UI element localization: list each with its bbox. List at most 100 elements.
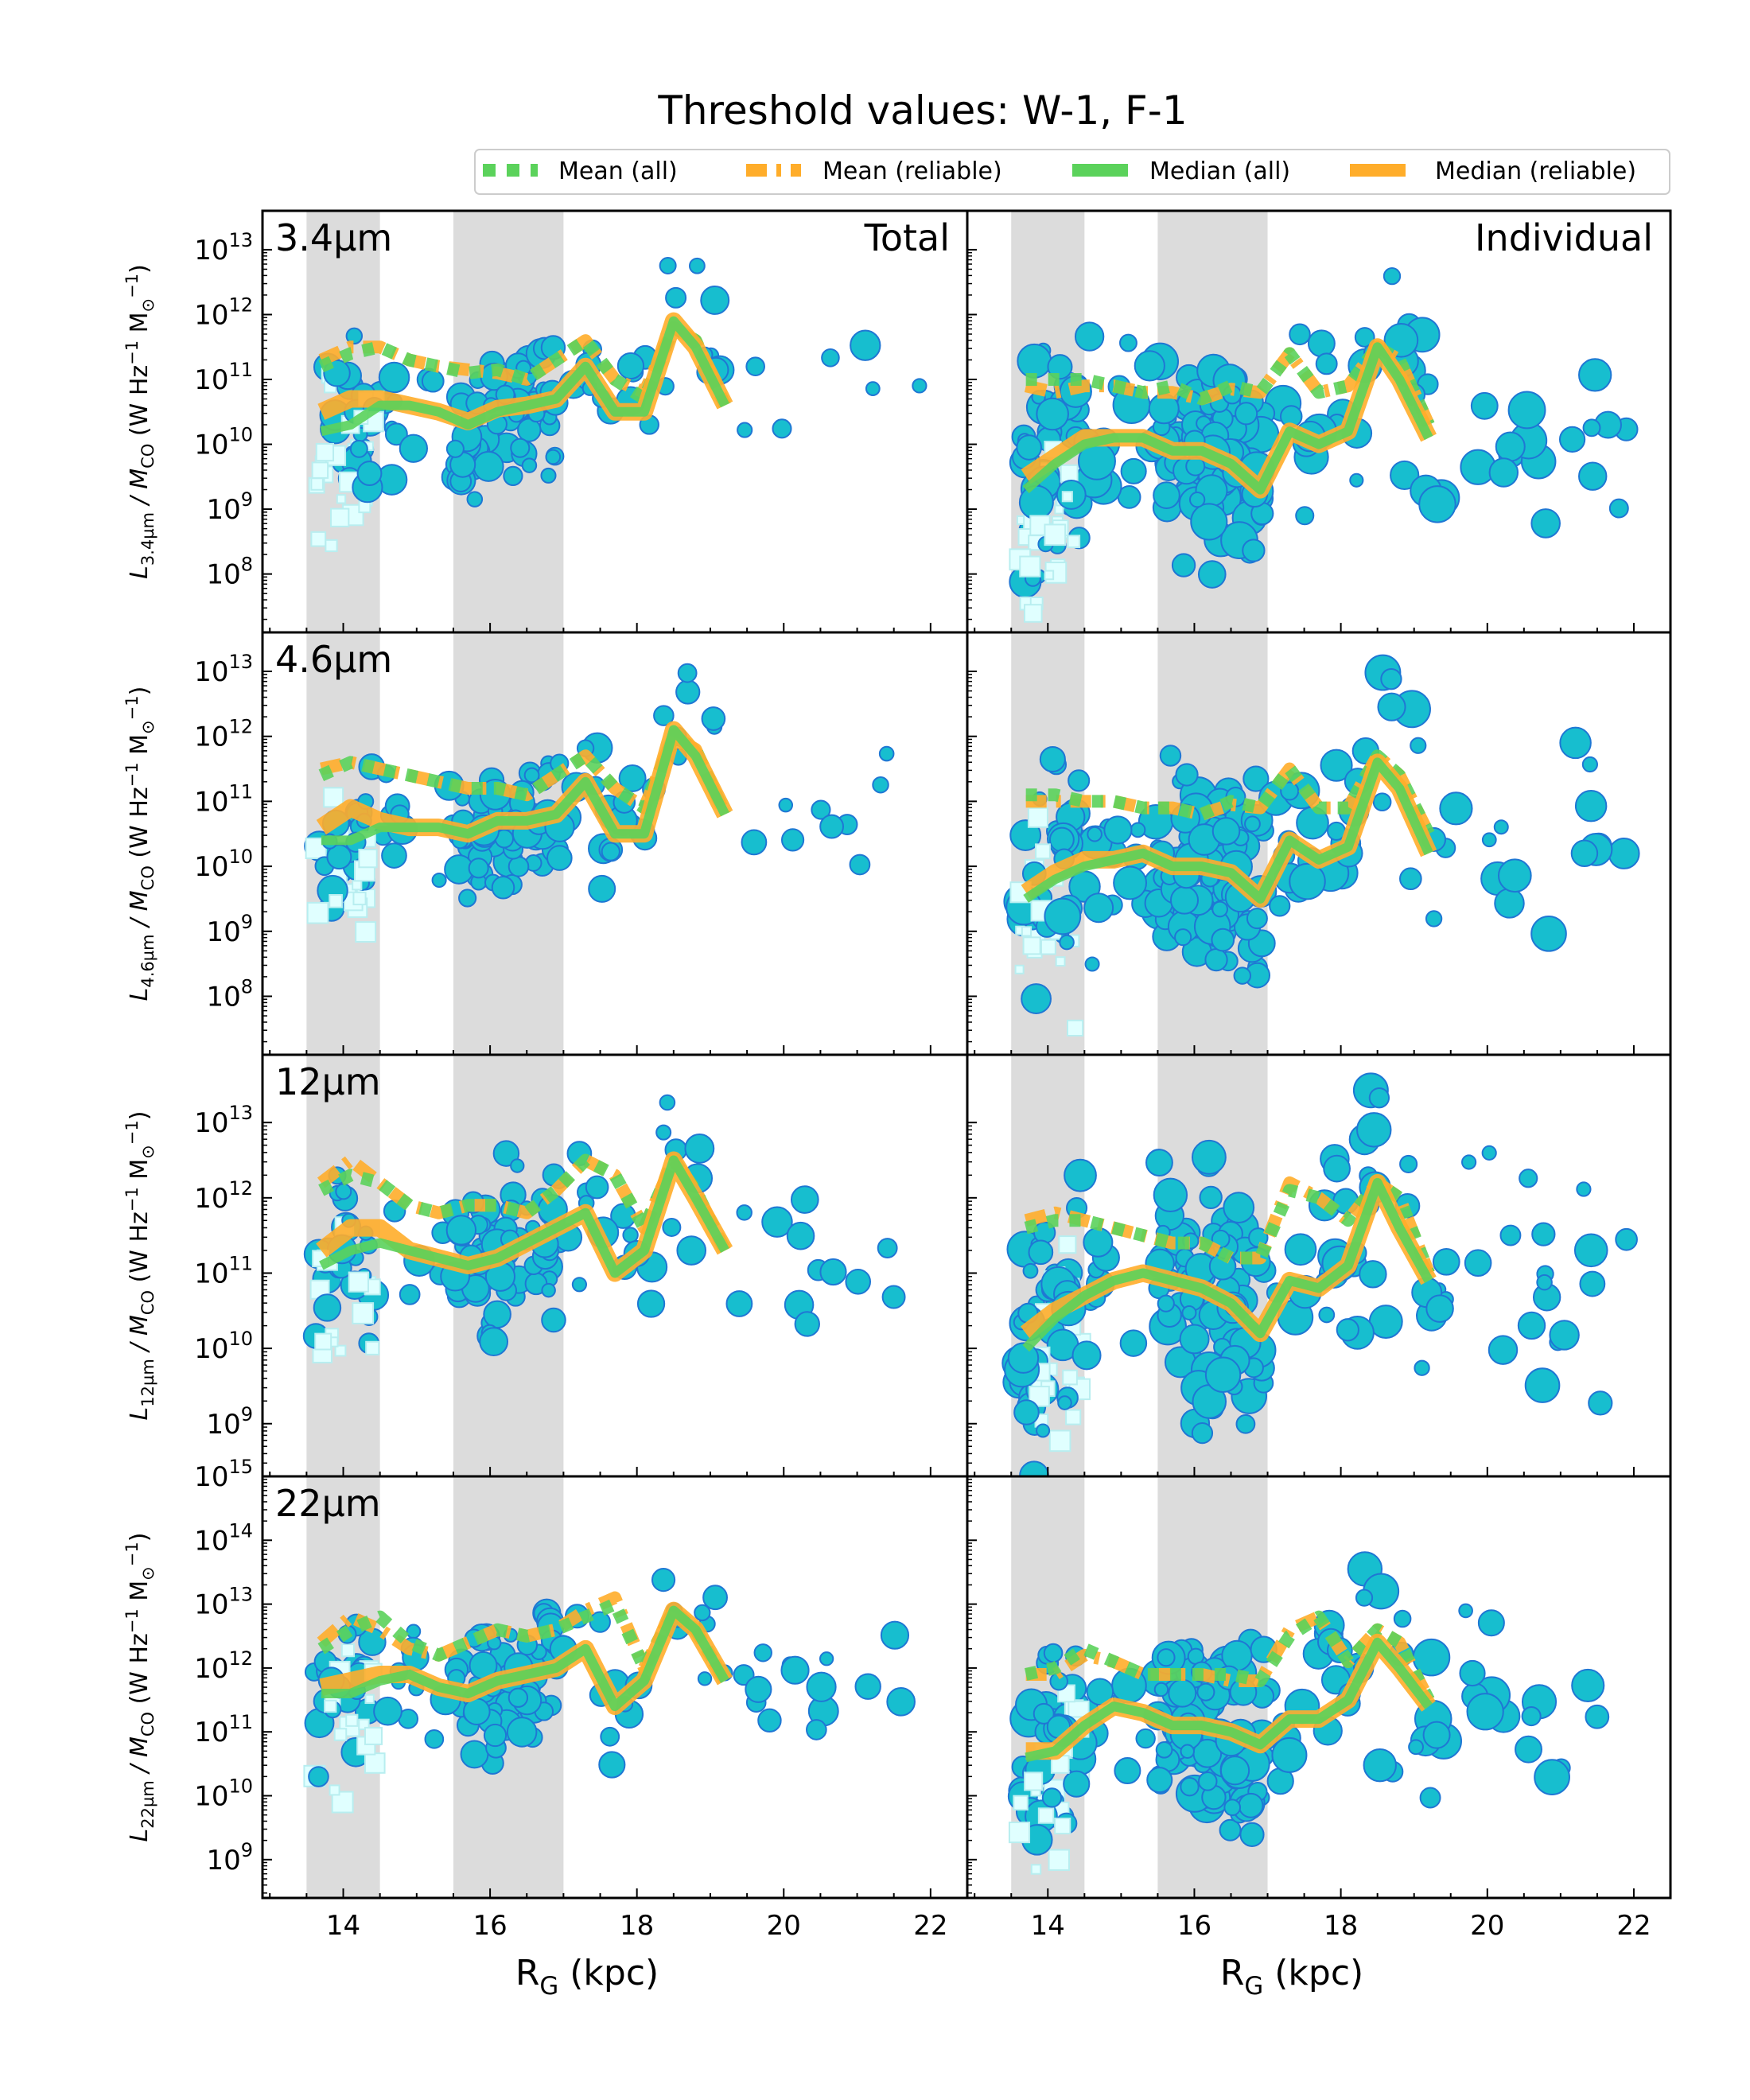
data-point xyxy=(1499,1224,1522,1246)
data-point xyxy=(491,876,515,900)
y-tick-label: 1011 xyxy=(194,780,253,818)
data-point-square xyxy=(1062,1369,1078,1386)
data-point xyxy=(601,842,620,861)
mean-all-line xyxy=(318,321,731,408)
data-point xyxy=(1018,484,1054,520)
y-tick-label: 1010 xyxy=(194,1775,253,1813)
median-all-line xyxy=(1025,1637,1433,1763)
data-point-square xyxy=(1035,843,1051,860)
data-point xyxy=(1368,1305,1403,1339)
panel-22µm-total: 14 16 18 20 22 109 1010 1011 1012 1013 1014 1015 22µ… xyxy=(194,1456,969,1942)
data-point xyxy=(1269,895,1291,917)
data-point xyxy=(421,369,445,393)
data-point xyxy=(1320,749,1353,782)
data-point xyxy=(1507,391,1546,430)
data-point xyxy=(406,1624,422,1639)
data-point xyxy=(1466,1693,1504,1731)
data-point xyxy=(1153,1682,1169,1698)
data-point-square xyxy=(364,1694,375,1705)
data-point xyxy=(1578,358,1612,392)
data-point xyxy=(399,1284,421,1305)
data-point xyxy=(1515,1735,1542,1764)
data-point xyxy=(741,829,768,856)
figure-title: Threshold values: W-1, F-1 xyxy=(657,88,1187,134)
data-point-square xyxy=(1014,964,1025,974)
y-axis-label-3.4µm: L3.4µm / MCO (W Hz−1 M⊙−1) xyxy=(122,264,158,579)
panel-3.4µm-individual: Individual xyxy=(966,209,1672,634)
data-point xyxy=(1477,1609,1505,1637)
data-point xyxy=(1179,1324,1210,1355)
data-point xyxy=(1582,418,1601,438)
data-point xyxy=(702,1585,728,1611)
data-point xyxy=(468,858,489,879)
legend-label-mean-reliable: Mean (reliable) xyxy=(822,158,1002,185)
data-point xyxy=(1157,1648,1176,1667)
data-point xyxy=(1615,1227,1638,1251)
data-point xyxy=(335,1183,352,1200)
data-point xyxy=(772,418,792,439)
data-point xyxy=(1576,1181,1592,1197)
data-point xyxy=(1574,789,1608,822)
data-point xyxy=(701,706,726,731)
data-point xyxy=(737,422,753,438)
data-point xyxy=(1180,1744,1195,1759)
data-point-square xyxy=(1013,1795,1029,1811)
y-tick-label: 1012 xyxy=(194,716,253,753)
data-point xyxy=(1521,1706,1542,1727)
data-point xyxy=(1280,781,1300,801)
data-point xyxy=(1372,792,1392,812)
data-point xyxy=(1181,1305,1197,1320)
data-point-square xyxy=(314,1332,332,1351)
data-point xyxy=(1588,1390,1613,1416)
y-tick-label: 108 xyxy=(206,975,253,1013)
data-point xyxy=(1017,343,1052,379)
column-title: Total xyxy=(864,216,950,259)
data-point xyxy=(1071,1340,1102,1371)
data-point xyxy=(483,1300,511,1329)
data-point xyxy=(736,1204,752,1221)
data-point-square xyxy=(345,1713,359,1727)
data-point xyxy=(492,1140,520,1167)
band-label: 12µm xyxy=(275,1060,381,1103)
data-point xyxy=(1481,832,1497,848)
data-point xyxy=(676,1235,707,1266)
data-point xyxy=(912,378,928,394)
data-point xyxy=(1119,1329,1148,1357)
data-point xyxy=(1608,498,1629,519)
data-point xyxy=(1439,791,1473,826)
data-point-square xyxy=(310,531,327,547)
data-point xyxy=(1153,1177,1188,1213)
data-point-square xyxy=(306,901,329,924)
data-point xyxy=(1517,1311,1546,1340)
data-point-square xyxy=(364,1726,383,1745)
data-point xyxy=(349,439,368,458)
data-point xyxy=(381,842,407,869)
data-point xyxy=(545,449,562,465)
data-point xyxy=(1349,472,1364,488)
data-point xyxy=(1171,553,1196,578)
data-point-square xyxy=(1055,956,1066,967)
mean-all-line xyxy=(1024,1176,1435,1276)
data-point xyxy=(1459,1659,1486,1687)
data-point xyxy=(1007,1342,1040,1374)
data-point xyxy=(1196,1682,1215,1701)
data-point xyxy=(585,1175,609,1200)
y-tick-label: 1013 xyxy=(194,1584,253,1621)
data-point xyxy=(1519,1169,1538,1188)
data-point-square xyxy=(334,1344,347,1357)
data-point-square xyxy=(358,848,378,869)
x-tick-label: 20 xyxy=(1470,1910,1504,1942)
y-tick-label: 1010 xyxy=(194,846,253,883)
data-point xyxy=(1419,1787,1441,1809)
data-point xyxy=(1336,1318,1359,1342)
data-point xyxy=(1495,431,1526,462)
data-point xyxy=(745,356,765,377)
x-tick-label: 22 xyxy=(1616,1910,1651,1942)
data-point xyxy=(1134,350,1165,382)
data-point xyxy=(1380,668,1402,690)
data-point xyxy=(880,1620,910,1650)
legend-label-median-reliable: Median (reliable) xyxy=(1435,158,1636,185)
y-tick-label: 1013 xyxy=(194,229,253,266)
data-point xyxy=(1048,826,1075,853)
data-point xyxy=(1211,1229,1231,1249)
